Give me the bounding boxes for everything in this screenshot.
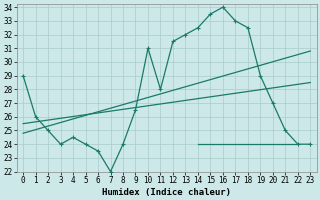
X-axis label: Humidex (Indice chaleur): Humidex (Indice chaleur) (102, 188, 231, 197)
